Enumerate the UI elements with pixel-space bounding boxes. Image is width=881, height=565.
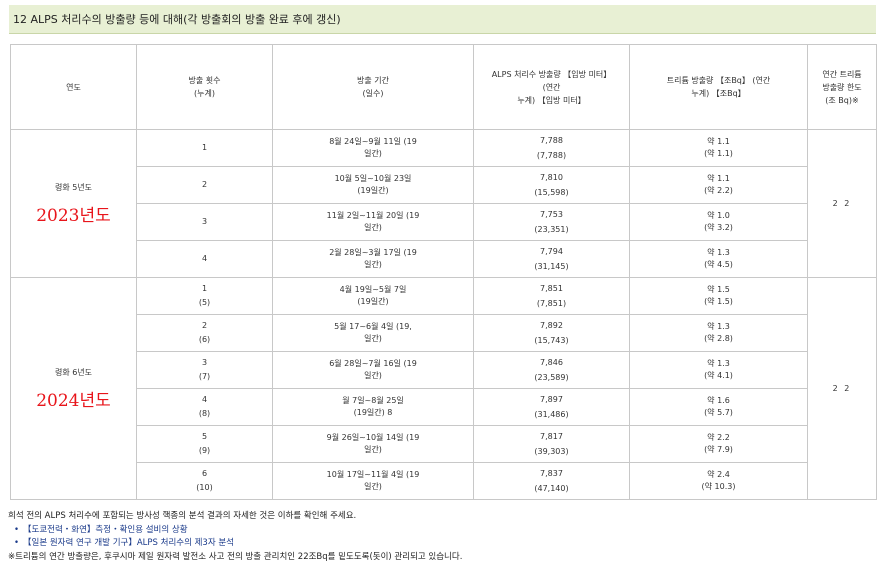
- discharge-period-cell: 11월 2일~11월 20일 (19 일간): [272, 203, 474, 241]
- annual-limit-cell: 2 2: [807, 129, 877, 278]
- discharge-period-cell: 2월 28일~3월 17일 (19 일간): [272, 240, 474, 278]
- discharge-volume-cell: 7,788 (7,788): [473, 129, 630, 167]
- footer-notes: 희석 전의 ALPS 처리수에 포함되는 방사성 핵종의 분석 결과의 자세한 …: [8, 510, 878, 564]
- discharge-period-cell: 6월 28일~7월 16일 (19 일간): [272, 351, 474, 389]
- tritium-amount-cell: 약 1.3 (약 2.8): [629, 314, 808, 352]
- table-row: 3 11월 2일~11월 20일 (19 일간) 7,753 (23,351) 약 1…: [11, 203, 877, 241]
- year-cell: 령화 6년도 2024년도: [10, 277, 137, 500]
- discharge-period-cell: 10월 5일~10월 23일 (19일간): [272, 166, 474, 204]
- link-tepco-label[interactable]: 【도쿄전력・화연】측정・확인용 설비의 상황: [23, 524, 188, 535]
- link-tepco-measurement[interactable]: • 【도쿄전력・화연】측정・확인용 설비의 상황: [8, 524, 878, 538]
- fiscal-year-label: 령화 6년도: [54, 367, 93, 377]
- discharge-period-cell: 월 7일~8월 25일 (19일간) 8: [272, 388, 474, 426]
- header-annual-limit: 연간 트리튬 방출량 한도 (조 Bq)※: [807, 44, 877, 130]
- discharge-volume-cell: 7,892 (15,743): [473, 314, 630, 352]
- table-row: 4 2월 28일~3월 17일 (19 일간) 7,794 (31,145) 약 1.…: [11, 240, 877, 278]
- discharge-period-cell: 4월 19일~5월 7일 (19일간): [272, 277, 474, 315]
- footer-note: 희석 전의 ALPS 처리수에 포함되는 방사성 핵종의 분석 결과의 자세한 …: [8, 511, 357, 521]
- discharge-count-cell: 4: [136, 240, 273, 278]
- tritium-amount-cell: 약 2.4 (약 10.3): [629, 462, 808, 500]
- discharge-count-cell: 1: [136, 129, 273, 167]
- header-row: 연도 방출 횟수 (누계) 방출 기간 (일수) ALPS 처리수 방출량 【입…: [10, 44, 877, 130]
- discharge-volume-cell: 7,753 (23,351): [473, 203, 630, 241]
- annual-limit-cell: 2 2: [807, 277, 877, 500]
- fiscal-year-label: 령화 5년도: [54, 182, 93, 192]
- discharge-count-cell: 1 (5): [136, 277, 273, 315]
- year-annotation: 2024년도: [36, 390, 111, 411]
- year-annotation: 2023년도: [36, 205, 111, 226]
- table-row: 3 (7) 6월 28일~7월 16일 (19 일간) 7,846 (23,589)…: [11, 351, 877, 389]
- discharge-count-cell: 2: [136, 166, 273, 204]
- discharge-count-cell: 5 (9): [136, 425, 273, 463]
- footer-footnote: ※트리튬의 연간 방출량은, 후쿠시마 제일 원자력 발전소 사고 전의 방출 …: [8, 551, 463, 562]
- discharge-volume-cell: 7,810 (15,598): [473, 166, 630, 204]
- table-row: 2 10월 5일~10월 23일 (19일간) 7,810 (15,598) 약 1.…: [11, 166, 877, 204]
- tritium-amount-cell: 약 1.6 (약 5.7): [629, 388, 808, 426]
- header-discharge-count: 방출 횟수 (누계): [136, 44, 273, 130]
- discharge-volume-cell: 7,897 (31,486): [473, 388, 630, 426]
- discharge-volume-cell: 7,837 (47,140): [473, 462, 630, 500]
- tritium-amount-cell: 약 1.1 (약 2.2): [629, 166, 808, 204]
- tritium-amount-cell: 약 1.5 (약 1.5): [629, 277, 808, 315]
- year-cell: 령화 5년도 2023년도: [10, 129, 137, 278]
- discharge-period-cell: 9월 26일~10월 14일 (19 일간): [272, 425, 474, 463]
- header-year: 연도: [10, 44, 137, 130]
- discharge-count-cell: 4 (8): [136, 388, 273, 426]
- discharge-volume-cell: 7,851 (7,851): [473, 277, 630, 315]
- table-row: 령화 6년도 2024년도 1 (5) 4월 19일~5월 7일 (19일간) 7,85…: [10, 277, 877, 500]
- discharge-count-cell: 2 (6): [136, 314, 273, 352]
- bullet-icon: •: [14, 524, 20, 535]
- tritium-amount-cell: 약 1.1 (약 1.1): [629, 129, 808, 167]
- bullet-icon: •: [14, 538, 20, 548]
- discharge-volume-cell: 7,794 (31,145): [473, 240, 630, 278]
- header-discharge-period: 방출 기간 (일수): [272, 44, 474, 130]
- discharge-volume-cell: 7,817 (39,303): [473, 425, 630, 463]
- table-row: 령화 5년도 2023년도 1 8월 24일~9월 11일 (19 일간) 7,788 …: [10, 129, 877, 278]
- discharge-period-cell: 10월 17일~11월 4일 (19 일간): [272, 462, 474, 500]
- tritium-amount-cell: 약 2.2 (약 7.9): [629, 425, 808, 463]
- table-row: 5 (9) 9월 26일~10월 14일 (19 일간) 7,817 (39,303…: [11, 425, 877, 463]
- table-row: 6 (10) 10월 17일~11월 4일 (19 일간) 7,837 (47,14…: [11, 462, 877, 500]
- discharge-period-cell: 8월 24일~9월 11일 (19 일간): [272, 129, 474, 167]
- discharge-period-cell: 5월 17~6월 4일 (19, 일간): [272, 314, 474, 352]
- discharge-count-cell: 6 (10): [136, 462, 273, 500]
- section-title: 12 ALPS 처리수의 방출량 등에 대해(각 방출회의 방출 완료 후에 갱…: [9, 5, 876, 34]
- tritium-amount-cell: 약 1.3 (약 4.1): [629, 351, 808, 389]
- discharge-volume-cell: 7,846 (23,589): [473, 351, 630, 389]
- table-row: 2 (6) 5월 17~6월 4일 (19, 일간) 7,892 (15,743) 약…: [11, 314, 877, 352]
- discharge-count-cell: 3 (7): [136, 351, 273, 389]
- discharge-count-cell: 3: [136, 203, 273, 241]
- link-jaea-analysis[interactable]: • 【일본 원자력 연구 개발 기구】ALPS 처리수의 제3자 분석: [8, 537, 878, 551]
- header-discharge-volume: ALPS 처리수 방출량 【입방 미터】 (연간 누계) 【입방 미터】: [473, 44, 630, 130]
- tritium-amount-cell: 약 1.0 (약 3.2): [629, 203, 808, 241]
- tritium-amount-cell: 약 1.3 (약 4.5): [629, 240, 808, 278]
- header-tritium-amount: 트리튬 방출량 【조Bq】 (연간 누계) 【조Bq】: [629, 44, 808, 130]
- alps-discharge-table: 연도 방출 횟수 (누계) 방출 기간 (일수) ALPS 처리수 방출량 【입…: [10, 44, 877, 500]
- link-jaea-label[interactable]: 【일본 원자력 연구 개발 기구】ALPS 처리수의 제3자 분석: [23, 538, 234, 548]
- table-row: 4 (8) 월 7일~8월 25일 (19일간) 8 7,897 (31,486) 약…: [11, 388, 877, 426]
